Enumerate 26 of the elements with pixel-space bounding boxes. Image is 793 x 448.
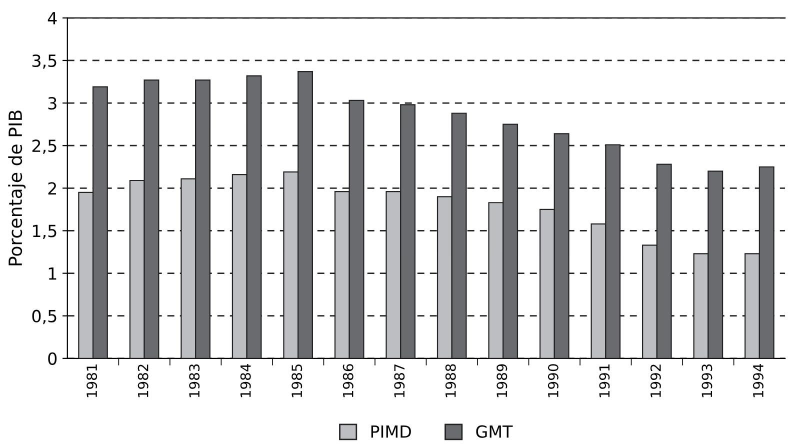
y-tick-label: 1,5: [33, 224, 56, 239]
x-tick-label: 1987: [394, 364, 405, 398]
legend-label: PIMD: [371, 425, 411, 438]
x-tick-label: 1990: [548, 364, 558, 398]
x-tick-label: 1991: [599, 364, 610, 398]
x-tick-label: 1993: [702, 364, 712, 398]
x-tick-label: 1992: [650, 364, 661, 398]
x-tick-label: 1985: [292, 364, 302, 398]
y-tick-label: 2,5: [32, 140, 56, 154]
x-tick-label: 1988: [445, 364, 456, 398]
y-tick-label: 4: [48, 12, 57, 24]
y-tick-label: 3,5: [32, 54, 56, 69]
y-tick-label: 0,5: [32, 310, 56, 324]
x-tick-label: 1986: [342, 364, 354, 398]
x-tick-label: 1982: [138, 364, 148, 398]
y-tick-label: 1: [48, 267, 56, 280]
x-tick-label: 1994: [752, 364, 764, 398]
y-tick-label: 0: [48, 352, 57, 365]
legend-label: GMT: [476, 425, 513, 438]
y-tick-label: 3: [48, 97, 56, 110]
y-tick-label: 2: [48, 182, 56, 194]
y-axis-title: Porcentaje de PIB: [8, 110, 26, 266]
x-tick-label: 1989: [496, 364, 508, 398]
x-tick-label: 1983: [189, 364, 200, 398]
x-tick-label: 1981: [86, 364, 98, 398]
x-tick-label: 1984: [240, 364, 251, 398]
